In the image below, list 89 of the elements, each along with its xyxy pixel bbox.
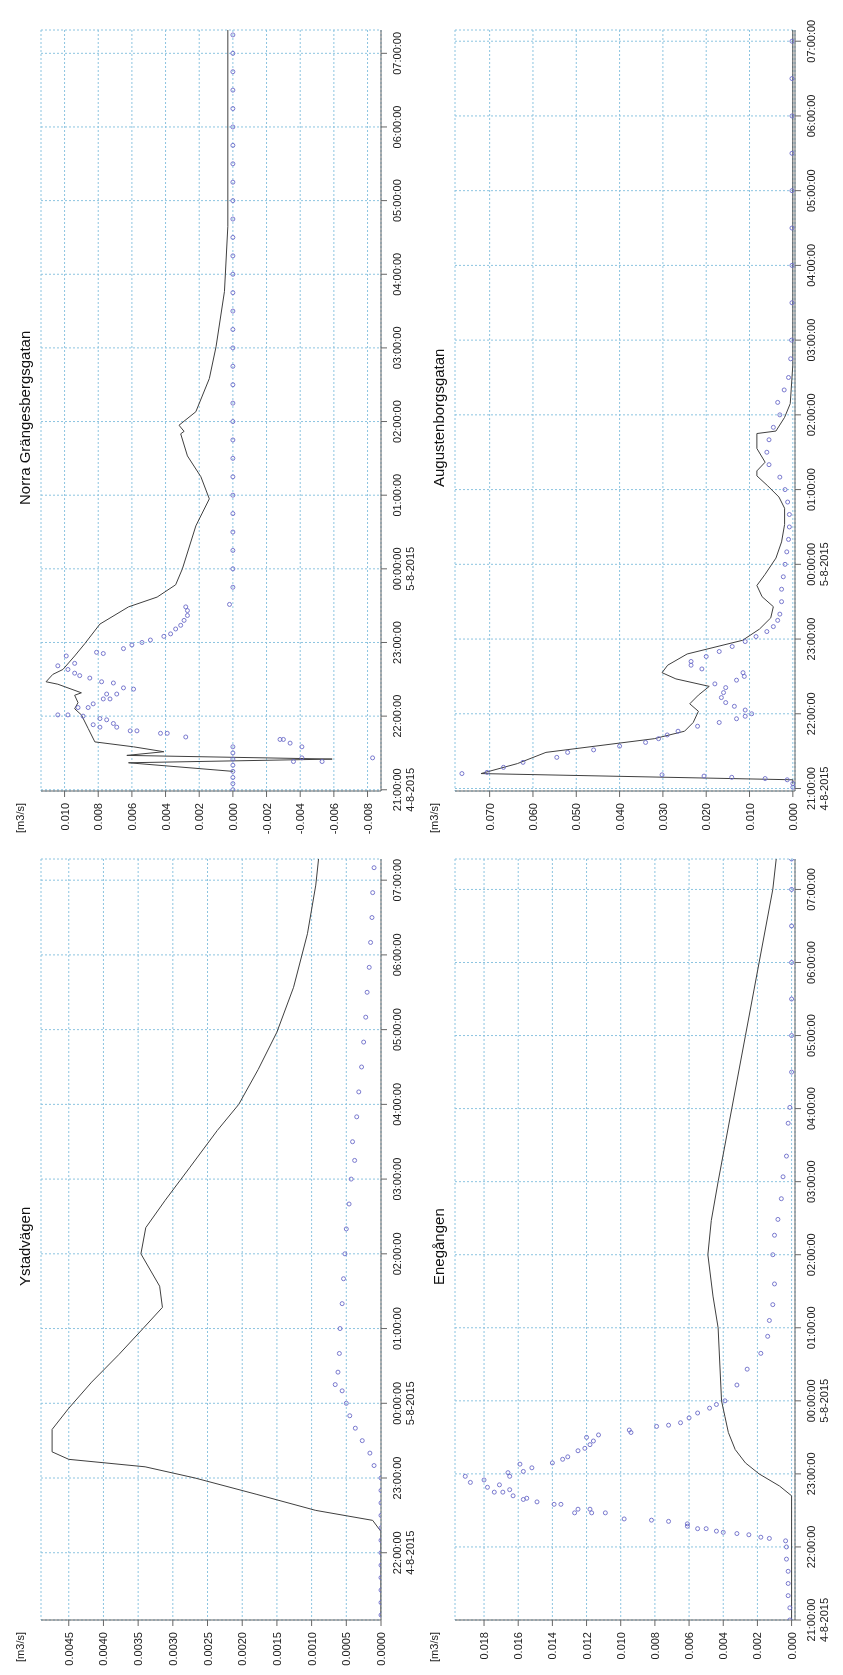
y-tick-label: 23:00:00: [391, 621, 403, 664]
x-tick-label: -0.004: [294, 803, 307, 835]
x-tick-label: 0.014: [546, 1632, 559, 1660]
text: Augustenborgsgatan: [430, 347, 447, 489]
y-tick-label: 02:00:00: [805, 393, 817, 437]
x-tick-label: 0.002: [193, 803, 206, 831]
x-tick-label: 0.060: [526, 803, 539, 831]
y-tick-label: 05:00:00: [391, 179, 403, 223]
text: [m3/s]: [428, 1632, 440, 1662]
x-tick-label: 0.0015: [270, 1632, 283, 1666]
y-tick-label: 05:00:00: [391, 1008, 403, 1052]
x-tick-label: 0.004: [159, 803, 172, 831]
y-tick-label: 23:00:00: [805, 617, 817, 661]
text: Ystadvägen: [16, 1205, 33, 1289]
x-tick-label: 0.0000: [375, 1632, 387, 1666]
y-tick-label: 01:00:00: [805, 468, 817, 511]
x-tick-label: 0.010: [743, 803, 756, 831]
y-tick-label: 06:00:00: [805, 94, 817, 138]
x-tick-label: 0.030: [656, 803, 669, 831]
x-tick-label: 0.018: [478, 1632, 491, 1660]
text: [m3/s]: [14, 1632, 26, 1662]
y-tick-label: 00:00:00 5-8-2015: [391, 546, 416, 591]
x-tick-label: -0.008: [361, 803, 374, 835]
y-tick-label: 01:00:00: [391, 1307, 403, 1350]
y-tick-label: 03:00:00: [805, 1160, 817, 1204]
y-tick-label: 03:00:00: [391, 1157, 403, 1201]
x-tick-label: 0.0045: [62, 1632, 75, 1666]
x-tick-label: 0.020: [700, 803, 713, 831]
x-tick-label: 0.016: [512, 1632, 525, 1660]
x-tick-label: 0.0010: [305, 1632, 318, 1666]
x-tick-label: 0.006: [683, 1632, 696, 1660]
x-tick-label: 0.008: [648, 1632, 661, 1660]
y-tick-label: 04:00:00: [805, 243, 817, 287]
y-tick-label: 04:00:00: [391, 1082, 403, 1126]
text: Norra Grängesbergsgatan: [16, 329, 33, 507]
x-tick-label: 0.040: [613, 803, 626, 831]
y-tick-label: 02:00:00: [391, 400, 403, 443]
y-tick-label: 04:00:00: [391, 252, 403, 296]
y-tick-label: 02:00:00: [805, 1233, 817, 1277]
x-tick-label: 0.070: [483, 803, 496, 831]
text: Enegången: [430, 1207, 447, 1287]
y-tick-label: 23:00:00: [391, 1456, 403, 1500]
y-tick-label: 21:00:00 4-8-2015: [805, 766, 830, 811]
x-tick-label: 0.010: [58, 803, 71, 831]
y-tick-label: 03:00:00: [805, 318, 817, 362]
y-tick-label: 00:00:00 5-8-2015: [805, 1378, 830, 1423]
y-tick-label: 00:00:00 5-8-2015: [805, 542, 830, 587]
y-tick-label: 22:00:00: [391, 694, 403, 738]
y-tick-label: 04:00:00: [805, 1087, 817, 1131]
x-tick-label: 0.0040: [97, 1632, 110, 1666]
x-tick-label: 0.012: [580, 1632, 593, 1660]
x-tick-label: 0.008: [92, 803, 105, 831]
x-tick-label: 0.050: [570, 803, 583, 831]
y-tick-label: 03:00:00: [391, 326, 403, 370]
x-tick-label: 0.010: [614, 1632, 627, 1660]
y-tick-label: 06:00:00: [805, 941, 817, 984]
y-tick-label: 22:00:00: [805, 1525, 817, 1569]
y-tick-label: 23:00:00: [805, 1452, 817, 1496]
y-tick-label: 00:00:00 5-8-2015: [391, 1381, 416, 1426]
x-tick-label: 0.000: [786, 803, 799, 831]
y-tick-label: 22:00:00: [805, 692, 817, 736]
y-tick-label: 21:00:00 4-8-2015: [805, 1597, 830, 1643]
text: [m3/s]: [428, 803, 440, 833]
y-tick-label: 01:00:00: [805, 1306, 817, 1350]
x-tick-label: -0.006: [327, 803, 340, 835]
y-tick-label: 06:00:00: [391, 105, 403, 149]
x-tick-label: 0.004: [717, 1632, 730, 1660]
x-tick-label: 0.0030: [166, 1632, 179, 1666]
y-tick-label: 22:00:00 4-8-2015: [391, 1530, 416, 1575]
y-tick-label: 07:00:00: [391, 31, 403, 75]
x-tick-label: 0.0025: [201, 1632, 214, 1666]
y-tick-label: 06:00:00: [391, 933, 403, 977]
y-tick-label: 07:00:00: [805, 868, 817, 911]
x-tick-label: 0.006: [125, 803, 138, 831]
x-tick-label: 0.000: [785, 1632, 798, 1660]
y-tick-label: 05:00:00: [805, 169, 817, 213]
x-tick-label: -0.002: [260, 803, 273, 835]
y-tick-label: 01:00:00: [391, 473, 403, 517]
x-tick-label: 0.0035: [132, 1632, 145, 1666]
x-tick-label: 0.0020: [236, 1632, 249, 1666]
x-tick-label: 0.002: [751, 1632, 764, 1660]
y-tick-label: 02:00:00: [391, 1232, 403, 1276]
y-tick-label: 07:00:00: [391, 858, 403, 902]
text: [m3/s]: [14, 803, 26, 833]
y-tick-label: 21:00:00 4-8-2015: [391, 767, 416, 812]
x-tick-label: 0.000: [226, 803, 239, 831]
y-tick-label: 07:00:00: [805, 19, 817, 63]
y-tick-label: 05:00:00: [805, 1014, 817, 1057]
x-tick-label: 0.0005: [340, 1632, 353, 1666]
